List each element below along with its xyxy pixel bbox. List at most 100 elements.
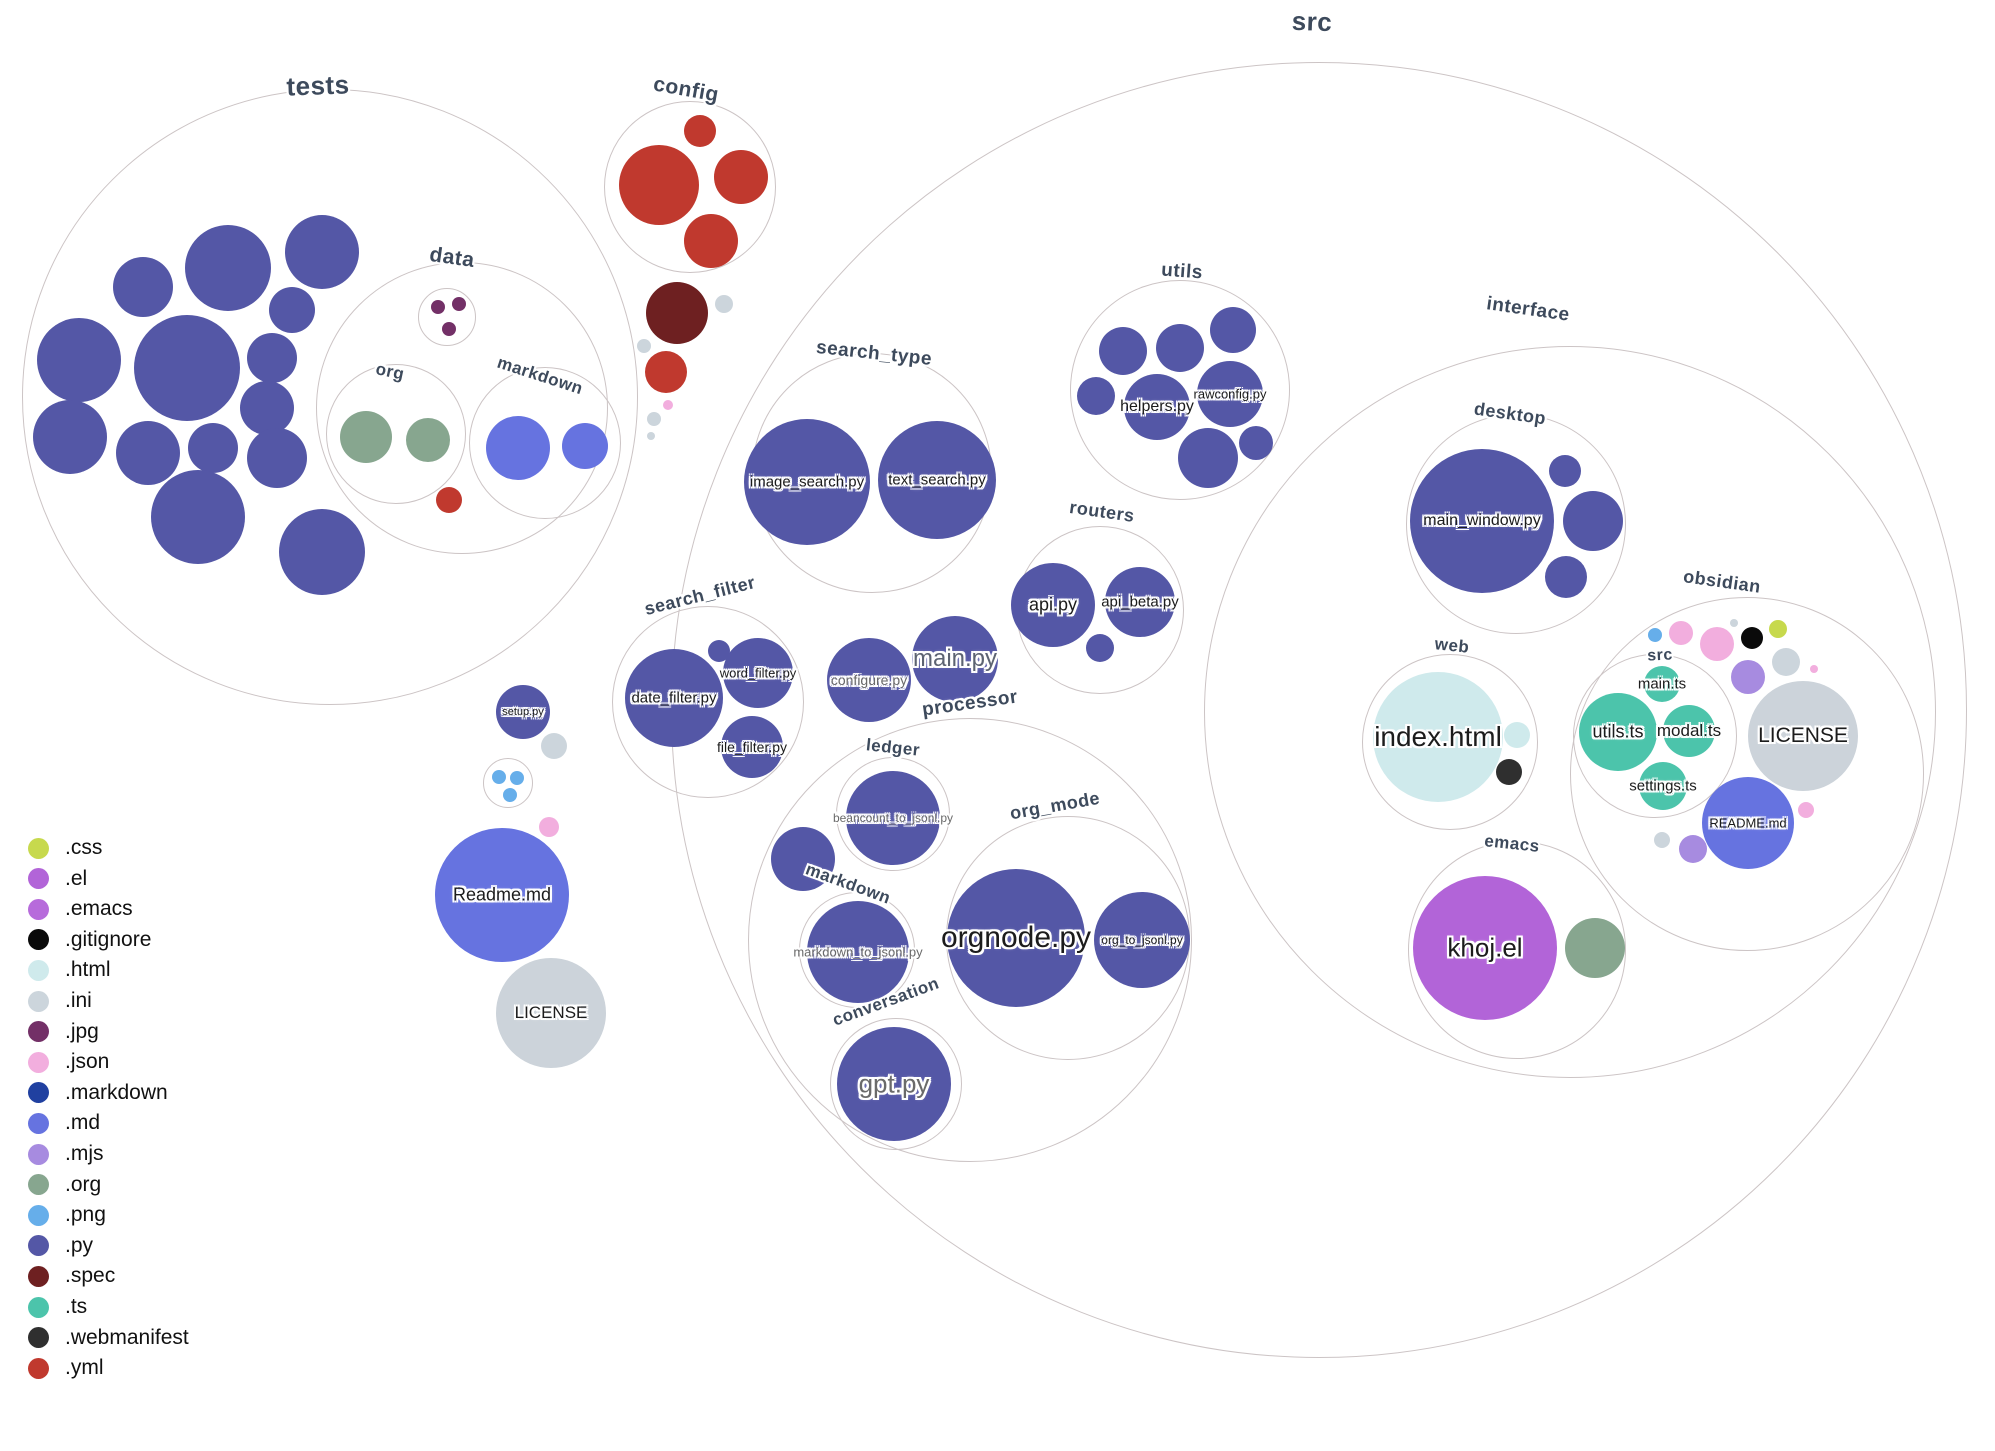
file-circle-config_yml_3: [714, 150, 768, 204]
legend-dot-markdown-icon: [28, 1082, 49, 1104]
file-label-rawconfig: rawconfig.py: [1193, 386, 1267, 402]
legend-item-webmanifest: .webmanifest: [28, 1323, 189, 1353]
file-circle-api_beta: [1105, 567, 1175, 637]
file-circle-org_1: [340, 411, 392, 463]
file-circle-desk_py_3: [1563, 491, 1623, 551]
file-circle-root_ini_3: [647, 412, 661, 426]
file-label-gpt: gpt.py: [858, 1068, 930, 1099]
file-label-text_search: text_search.py: [888, 471, 986, 489]
folder-label-src_obsidian: src: [1646, 646, 1674, 665]
file-circle-obs_css: [1769, 620, 1787, 638]
file-circle-configure: [827, 638, 911, 722]
folder-label-utils: utils: [1160, 259, 1204, 284]
file-label-readme_root: Readme.md: [452, 884, 552, 905]
legend-item-org: .org: [28, 1170, 101, 1200]
file-circle-config_yml_1: [619, 145, 699, 225]
file-label-beancount: beancount_to_jsonl.py: [832, 811, 954, 825]
folder-circle-obsidian: [1570, 597, 1924, 951]
legend-label-ts: .ts: [65, 1295, 88, 1318]
legend-label-markdown: .markdown: [65, 1080, 168, 1104]
file-circle-obs_ini_1: [1730, 619, 1738, 627]
file-label-modal_ts: modal.ts: [1656, 721, 1722, 740]
file-circle-settings_ts: [1639, 762, 1687, 810]
file-label-utils_ts: utils.ts: [1592, 721, 1644, 742]
file-label-khoj_el: khoj.el: [1447, 932, 1523, 963]
file-circle-jpg_1: [431, 300, 445, 314]
file-circle-md_data_1: [486, 416, 550, 480]
folder-circle-conversation: [830, 1018, 962, 1150]
file-circle-obs_png: [1648, 628, 1662, 642]
file-circle-tests_py_2: [285, 215, 359, 289]
file-circle-tests_py_7: [247, 333, 297, 383]
file-circle-main_py: [912, 616, 998, 702]
file-circle-word_filter: [723, 638, 793, 708]
folder-circle-jpg_group: [418, 288, 476, 346]
folder-circle-ledger: [836, 757, 950, 871]
legend-item-mjs: .mjs: [28, 1139, 104, 1169]
file-circle-md_data_2: [562, 423, 608, 469]
file-circle-tests_py_5: [37, 318, 121, 402]
legend-dot-html-icon: [28, 959, 49, 981]
legend-dot-org-icon: [28, 1174, 49, 1196]
file-circle-setup_py: [496, 685, 550, 739]
file-circle-org_2: [406, 418, 450, 462]
file-circle-license_root: [496, 958, 606, 1068]
file-circle-index_html: [1373, 672, 1503, 802]
file-circle-sf_py_small: [708, 640, 730, 662]
legend-item-css: .css: [28, 833, 102, 863]
file-circle-tests_py_12: [247, 428, 307, 488]
file-circle-license_obsidian: [1748, 681, 1858, 791]
file-circle-readme_root: [435, 828, 569, 962]
file-circle-main_ts: [1644, 666, 1680, 702]
legend-dot-gitignore-icon: [28, 929, 49, 951]
file-label-api: api.py: [1028, 594, 1078, 615]
legend-item-emacs: .emacs: [28, 894, 133, 924]
file-circle-obs_json_1: [1669, 621, 1693, 645]
file-circle-root_ini_1: [715, 295, 733, 313]
file-circle-tests_py_14: [279, 509, 365, 595]
file-label-helpers: helpers.py: [1120, 398, 1194, 415]
file-label-image_search: image_search.py: [749, 473, 865, 491]
file-circle-tests_py_9: [33, 400, 107, 474]
legend-label-gitignore: .gitignore: [65, 927, 152, 951]
file-circle-utils_py_5: [1178, 428, 1238, 488]
file-circle-desk_py_4: [1545, 556, 1587, 598]
legend-label-webmanifest: .webmanifest: [65, 1325, 189, 1349]
file-circle-utils_py_2: [1156, 324, 1204, 372]
file-circle-obs_mjs_2: [1679, 835, 1707, 863]
file-circle-text_search: [878, 421, 996, 539]
legend-label-mjs: .mjs: [65, 1142, 104, 1165]
file-circle-file_filter: [721, 716, 783, 778]
folder-circle-search_filter: [612, 606, 804, 798]
file-label-file_filter: file_filter.py: [716, 739, 788, 755]
file-circle-png_3: [503, 788, 517, 802]
legend-dot-py-icon: [28, 1235, 49, 1257]
file-circle-obs_json_4: [1798, 802, 1814, 818]
folder-circle-markdown_data: [469, 367, 621, 519]
legend-label-jpg: .jpg: [65, 1019, 99, 1043]
file-label-org_jsonl: org_to_jsonl.py: [1101, 933, 1183, 947]
folder-label-tests: tests: [285, 69, 351, 102]
file-circle-root_spec: [646, 282, 708, 344]
legend-item-spec: .spec: [28, 1261, 115, 1291]
file-circle-utils_ts: [1579, 693, 1657, 771]
file-circle-obs_json_3: [1810, 665, 1818, 673]
file-circle-config_yml_4: [684, 214, 738, 268]
file-label-date_filter: date_filter.py: [631, 689, 717, 707]
file-circle-readme_obsidian: [1702, 777, 1794, 869]
file-circle-image_search: [744, 419, 870, 545]
legend-item-yml: .yml: [28, 1353, 104, 1383]
file-label-settings_ts: settings.ts: [1629, 777, 1697, 795]
file-label-license_root: LICENSE: [514, 1003, 588, 1022]
legend-label-yml: .yml: [65, 1356, 104, 1380]
file-label-main_py: main.py: [912, 645, 998, 672]
file-label-configure: configure.py: [830, 672, 908, 688]
legend-label-emacs: .emacs: [65, 897, 133, 921]
legend-dot-emacs-icon: [28, 898, 49, 920]
legend-dot-css-icon: [28, 837, 49, 859]
file-circle-root_yml: [645, 351, 687, 393]
folder-circle-org: [326, 364, 466, 504]
legend-label-ini: .ini: [65, 989, 92, 1012]
file-label-readme_obsidian: README.md: [1709, 815, 1787, 831]
